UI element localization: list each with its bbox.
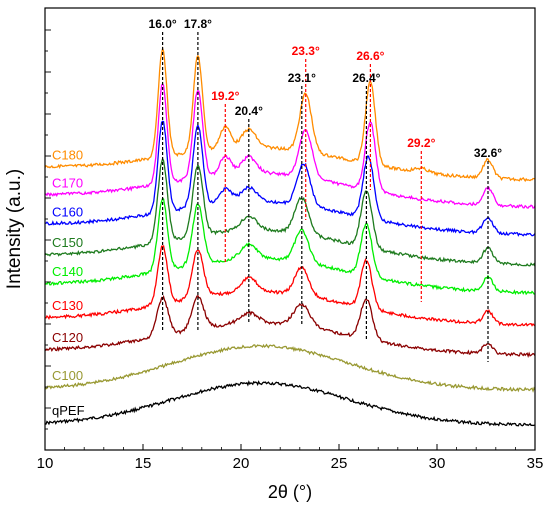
annotation-labels: 16.0° 17.8° 19.2°20.4° 23.1° 23.3° 26.4° 26.6°… xyxy=(149,17,503,160)
peak-label-23-1: 23.1° xyxy=(288,71,316,85)
x-tick-label-25: 25 xyxy=(331,455,348,472)
peak-label-17-8: 17.8° xyxy=(184,17,212,31)
y-axis-ticks xyxy=(45,29,51,430)
series-label-c140: C140 xyxy=(52,264,83,279)
peak-label-20-4: 20.4° xyxy=(235,104,263,118)
plot-frame xyxy=(44,7,536,451)
x-tick-label-15: 15 xyxy=(135,455,152,472)
peak-label-23-3: 23.3° xyxy=(292,44,320,58)
series-line-c100 xyxy=(44,343,536,393)
series-label-c160: C160 xyxy=(52,204,83,219)
peak-label-16-0: 16.0° xyxy=(149,17,177,31)
series-line-c120 xyxy=(44,294,536,358)
series-label-c130: C130 xyxy=(52,298,83,313)
series-label-qpef: qPEF xyxy=(52,403,85,418)
x-tick-label-20: 20 xyxy=(233,455,250,472)
annotation-lines xyxy=(162,32,489,362)
series-line-c140 xyxy=(44,197,536,296)
y-axis-label: Intensity (a.u.) xyxy=(4,169,25,289)
series-line-c180 xyxy=(44,46,536,183)
peak-label-19-2: 19.2° xyxy=(211,89,239,103)
series-label-c150: C150 xyxy=(52,235,83,250)
peak-label-26-6: 26.6° xyxy=(356,49,384,63)
x-tick-label-30: 30 xyxy=(429,455,446,472)
series-line-c170 xyxy=(44,82,536,209)
series-line-c150 xyxy=(44,156,536,267)
x-axis-label: 2θ (°) xyxy=(268,482,312,502)
series-line-c160 xyxy=(44,120,536,237)
peak-label-26-4: 26.4° xyxy=(352,71,380,85)
series-label-c100: C100 xyxy=(52,368,83,383)
series-line-qpef xyxy=(44,380,536,427)
series-line-c130 xyxy=(44,245,536,327)
series-label-c180: C180 xyxy=(52,148,83,163)
peak-label-29-2: 29.2° xyxy=(407,136,435,150)
series-label-c120: C120 xyxy=(52,330,83,345)
series-label-c170: C170 xyxy=(52,175,83,190)
x-axis-ticks: 10 15 20 25 30 35 xyxy=(37,444,544,472)
x-tick-label-35: 35 xyxy=(527,455,544,472)
curves-layer xyxy=(44,46,536,427)
peak-label-32-6: 32.6° xyxy=(474,146,502,160)
x-tick-label-10: 10 xyxy=(37,455,54,472)
series-labels: qPEF C100 C120 C130 C140 C150 C160 C170 C180 xyxy=(52,148,85,419)
